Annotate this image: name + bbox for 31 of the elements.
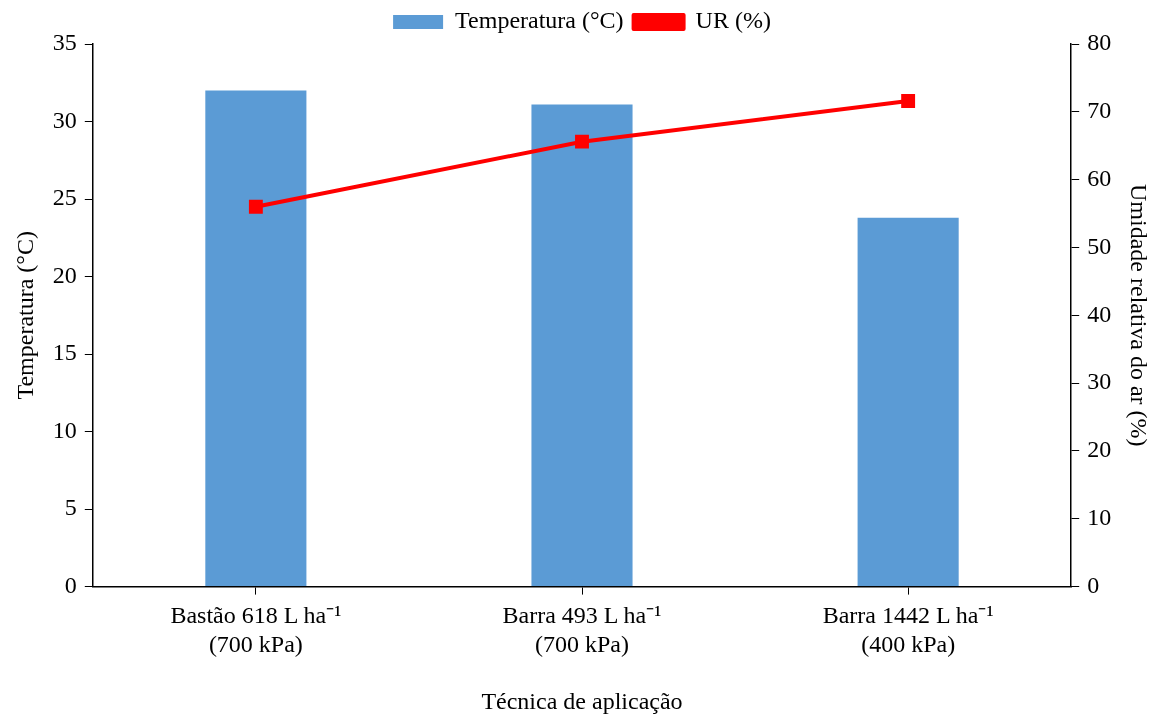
y2-tick-label: 60 (1087, 164, 1112, 191)
y2-tick-label: 20 (1087, 436, 1112, 463)
y2-axis-title: Umidade relativa do ar (%) (1126, 184, 1153, 447)
y-tick-label: 35 (52, 29, 77, 56)
x-tick-label: Bastão 618 L ha⁻¹ (700 kPa) (170, 602, 342, 658)
bar (531, 104, 633, 587)
y-tick-label: 15 (52, 339, 77, 366)
legend-label: Temperatura (°C) (455, 7, 624, 34)
x-axis-title: Técnica de aplicação (481, 687, 683, 714)
y2-tick-label: 70 (1087, 97, 1112, 124)
y-axis-title: Temperatura (°C) (11, 231, 38, 400)
y-tick-label: 30 (52, 106, 77, 133)
y-tick-label: 25 (52, 184, 77, 211)
legend-label: UR (%) (695, 7, 771, 34)
bar (205, 90, 307, 587)
y-tick-label: 5 (64, 494, 77, 521)
y-tick-label: 10 (52, 416, 77, 443)
x-tick-label: Barra 493 L ha⁻¹ (700 kPa) (502, 602, 662, 658)
point (901, 94, 916, 108)
y-tick-label: 20 (52, 261, 77, 288)
y2-tick-label: 10 (1087, 504, 1112, 531)
y2-tick-label: 30 (1087, 368, 1112, 395)
y2-tick-label: 0 (1087, 571, 1100, 598)
y2-tick-label: 80 (1087, 29, 1112, 56)
y2-tick-label: 50 (1087, 232, 1112, 259)
y-tick-label: 0 (64, 571, 77, 598)
bar (857, 217, 959, 587)
point (575, 134, 589, 149)
y2-tick-label: 40 (1087, 300, 1112, 327)
x-tick-label: Barra 1442 L ha⁻¹ (400 kPa) (822, 602, 994, 658)
point (248, 199, 263, 214)
